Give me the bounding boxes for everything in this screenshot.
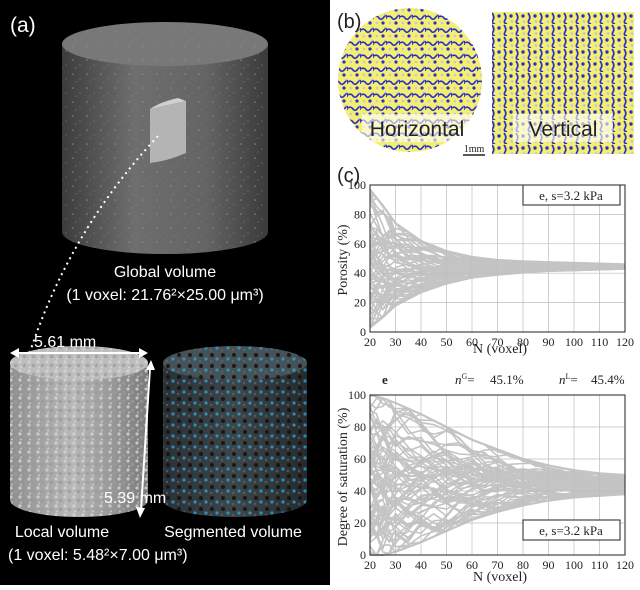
local-region-highlight	[150, 98, 186, 163]
y-tick-label: 60	[354, 237, 366, 251]
envelope-lower-line	[370, 493, 626, 557]
saturation-grid	[369, 394, 626, 556]
y-tick-label: 20	[354, 516, 366, 530]
x-tick-label: 100	[565, 335, 583, 349]
saturation-header-label: e	[382, 372, 388, 387]
panel-c-charts: (c) 20 30 40 50 60 70 80 90 100 110 120 0 20 40 60 80 10…	[335, 160, 640, 585]
y-tick-label: 60	[354, 452, 366, 466]
nL-value: 45.4%	[591, 372, 625, 387]
panel-c-graphic: (c) 20 30 40 50 60 70 80 90 100 110 12002040608010…	[336, 165, 634, 585]
panel-c-label: (c)	[337, 165, 360, 187]
series-line	[369, 410, 626, 482]
local-volume-cylinder	[10, 346, 148, 517]
x-tick-label: 120	[616, 558, 634, 572]
series-line	[369, 491, 626, 544]
horizontal-caption-bg	[362, 114, 472, 142]
saturation-xlabel: N (voxel)	[473, 570, 527, 585]
x-tick-label: 80	[517, 335, 529, 349]
x-tick-label: 120	[616, 335, 634, 349]
saturation-chart: e nG= 45.1% nL= 45.4% 20 30 40 50 60 70 80 90 10…	[336, 372, 634, 585]
series-line	[369, 435, 626, 492]
x-tick-label: 60	[466, 335, 478, 349]
x-tick-label: 80	[517, 558, 529, 572]
y-tick-label: 0	[360, 325, 366, 339]
x-tick-label: 40	[415, 558, 427, 572]
envelope-lower-line	[369, 267, 626, 329]
x-tick-label: 30	[390, 558, 402, 572]
y-tick-label: 100	[348, 388, 366, 402]
saturation-series-lines	[369, 393, 626, 557]
segmented-volume-title: Segmented volume	[164, 524, 302, 541]
x-tick-label: 100	[565, 558, 583, 572]
saturation-legend-text: e, s=3.2 kPa	[539, 523, 603, 538]
y-tick-label: 20	[354, 296, 366, 310]
x-tick-label: 20	[364, 335, 376, 349]
dashed-connector	[29, 135, 159, 353]
x-tick-label: 70	[492, 558, 504, 572]
series-line	[369, 459, 626, 498]
x-tick-label: 70	[492, 335, 504, 349]
plot-frame	[369, 394, 626, 556]
height-dimension-arrow	[136, 360, 155, 518]
nL-symbol: nL=	[559, 372, 578, 387]
panel-b-graphic: (b) Horizontal Vertical 1mm	[337, 8, 634, 156]
width-dimension-label: 5.61 mm	[34, 334, 96, 351]
y-tick-label: 40	[354, 484, 366, 498]
nG-symbol: nG=	[455, 372, 475, 387]
porosity-ylabel: Porosity (%)	[336, 224, 351, 296]
segmented-volume-cylinder	[163, 346, 307, 517]
series-line	[369, 482, 626, 556]
panel-b-label: (b)	[337, 11, 361, 33]
x-tick-label: 90	[543, 558, 555, 572]
y-tick-label: 80	[354, 207, 366, 221]
series-line	[369, 468, 626, 521]
vertical-caption-bg	[513, 114, 613, 142]
local-volume-title: Local volume	[15, 524, 109, 541]
saturation-ylabel: Degree of saturation (%)	[336, 407, 351, 546]
y-tick-label: 0	[360, 548, 366, 562]
plot-frame	[369, 184, 626, 333]
porosity-xlabel: N (voxel)	[473, 342, 527, 357]
x-tick-label: 50	[441, 558, 453, 572]
x-tick-label: 110	[591, 335, 609, 349]
series-line	[369, 251, 626, 282]
porosity-legend-text: e, s=3.2 kPa	[539, 188, 603, 203]
x-tick-label: 90	[543, 335, 555, 349]
panel-a-graphic: (a) Global volume (1 voxel: 21.76²×25.00…	[8, 14, 307, 564]
global-voxel-size: (1 voxel: 21.76²×25.00 μm³)	[66, 287, 263, 304]
panel-a-label: (a)	[10, 14, 36, 37]
porosity-legend-box	[522, 184, 621, 206]
series-line	[369, 234, 626, 268]
y-tick-label: 80	[354, 420, 366, 434]
width-dimension-arrow	[10, 348, 148, 358]
local-voxel-size: (1 voxel: 5.48²×7.00 μm³)	[8, 547, 188, 564]
y-tick-label: 40	[354, 266, 366, 280]
height-dimension-label: 5.39 mm	[104, 490, 166, 507]
y-tick-label: 100	[348, 178, 366, 192]
saturation-legend-box	[522, 519, 621, 541]
vertical-caption: Vertical	[529, 118, 598, 141]
x-tick-label: 20	[364, 558, 376, 572]
panel-b-cross-sections: (b) Horizontal Vertical 1mm	[335, 0, 640, 160]
global-volume-title: Global volume	[114, 264, 216, 281]
panel-a-volumes: (a) Global volume (1 voxel: 21.76²×25.00…	[0, 0, 330, 585]
x-tick-label: 50	[441, 335, 453, 349]
envelope-upper-line	[369, 393, 626, 477]
nG-value: 45.1%	[490, 372, 524, 387]
x-tick-label: 40	[415, 335, 427, 349]
scale-bar-label: 1mm	[464, 144, 485, 155]
envelope-upper-line	[369, 188, 626, 266]
x-tick-label: 60	[466, 558, 478, 572]
x-tick-label: 30	[390, 335, 402, 349]
horizontal-caption: Horizontal	[370, 118, 465, 141]
x-tick-label: 110	[591, 558, 609, 572]
